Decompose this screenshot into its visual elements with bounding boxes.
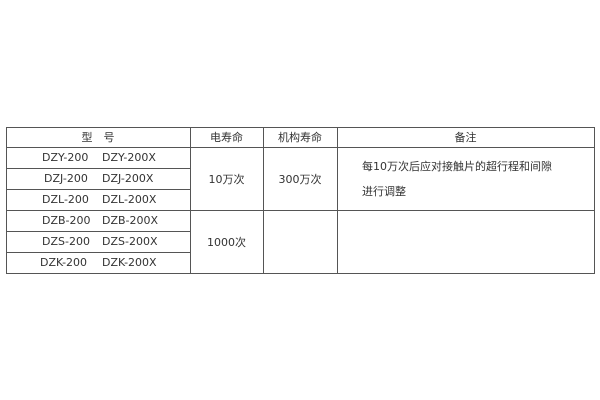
table-border-bottom: [6, 273, 595, 274]
header-divider: [6, 147, 595, 148]
model-code: DZL-200: [42, 193, 89, 206]
table-border-top: [6, 127, 595, 128]
mechanical-life-value: [263, 210, 337, 273]
column-divider: [337, 127, 338, 274]
model-code-x: DZS-200X: [102, 235, 158, 248]
row-divider: [6, 189, 190, 190]
model-code-x: DZL-200X: [102, 193, 157, 206]
electrical-life-value: 1000次: [207, 235, 246, 249]
row-divider: [6, 252, 190, 253]
row-divider: [6, 168, 190, 169]
model-code-x: DZB-200X: [102, 214, 159, 227]
header-mechanical-life: 机构寿命: [278, 131, 322, 144]
model-code: DZK-200: [40, 256, 88, 269]
model-code-x: DZJ-200X: [102, 172, 154, 185]
table-border-right: [594, 127, 595, 274]
model-code-x: DZK-200X: [102, 256, 157, 269]
table-row: DZS-200 DZS-200X: [6, 231, 190, 252]
model-code: DZJ-200: [44, 172, 88, 185]
column-divider: [190, 127, 191, 274]
header-electrical-life: 电寿命: [210, 131, 243, 144]
column-divider: [263, 127, 264, 274]
remark-line: 每10万次后应对接触片的超行程和间隙: [362, 160, 552, 173]
table-row: DZJ-200 DZJ-200X: [6, 168, 190, 189]
table-border-left: [6, 127, 7, 274]
header-remarks: 备注: [454, 131, 477, 144]
table-row: DZK-200 DZK-200X: [6, 252, 190, 273]
table-row: DZL-200 DZL-200X: [6, 189, 190, 210]
table-row: DZB-200 DZB-200X: [6, 210, 190, 231]
electrical-life-value: 10万次: [208, 172, 245, 186]
model-code: DZS-200: [42, 235, 90, 248]
table-row: DZY-200 DZY-200X: [6, 147, 190, 168]
header-model: 型 号: [81, 131, 115, 144]
mechanical-life-value: 300万次: [278, 172, 322, 186]
model-code-x: DZY-200X: [102, 151, 156, 164]
group-divider: [6, 210, 595, 211]
model-code: DZY-200: [42, 151, 89, 164]
remark-line: 进行调整: [362, 185, 406, 198]
model-code: DZB-200: [42, 214, 91, 227]
row-divider: [6, 231, 190, 232]
